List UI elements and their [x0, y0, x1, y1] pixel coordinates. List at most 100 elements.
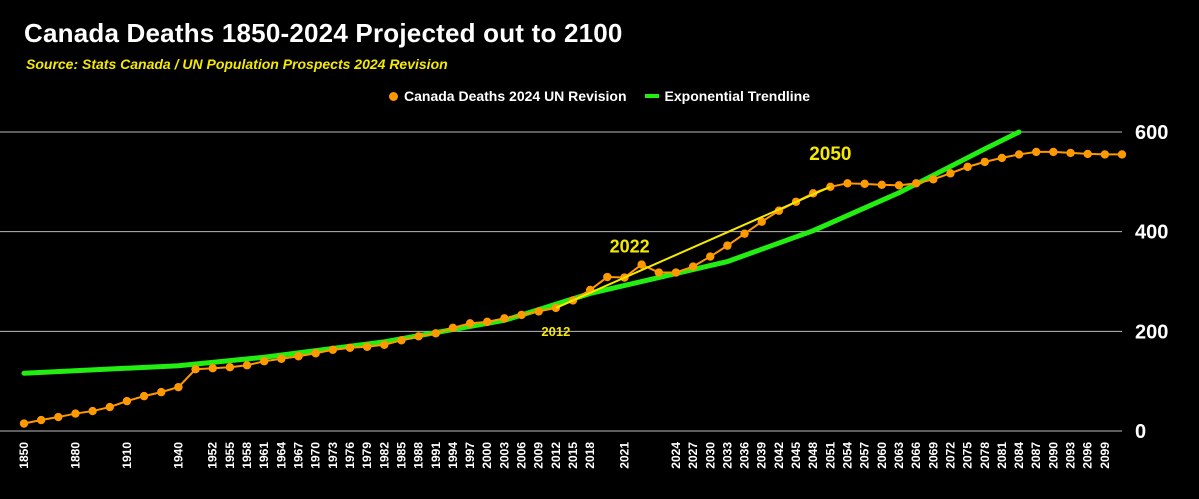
deaths-point	[1083, 149, 1092, 159]
deaths-series-line	[23, 150, 1122, 425]
legend-label-trend: Exponential Trendline	[664, 88, 810, 104]
x-tick-label: 2078	[978, 442, 992, 469]
x-tick-label: 1973	[326, 442, 340, 469]
x-tick-label: 2099	[1098, 442, 1112, 469]
deaths-point	[105, 402, 114, 412]
deaths-point	[706, 252, 715, 261]
deaths-point	[225, 363, 235, 372]
legend-item-trend: Exponential Trendline	[644, 88, 810, 104]
deaths-point	[860, 179, 869, 189]
deaths-point	[380, 340, 389, 349]
x-tick-label: 2096	[1081, 442, 1095, 469]
x-tick-label: 1970	[309, 442, 323, 469]
deaths-point	[946, 169, 955, 178]
deaths-point	[1066, 148, 1075, 158]
x-tick-label: 2027	[686, 442, 700, 469]
x-tick-label: 2039	[755, 442, 769, 469]
deaths-point	[54, 412, 63, 422]
x-tick-label: 2093	[1064, 442, 1078, 469]
x-tick-label: 2075	[961, 442, 975, 469]
x-tick-label: 2081	[995, 442, 1009, 469]
x-tick-label: 2060	[875, 442, 889, 469]
annotation-trend-segment	[555, 185, 831, 309]
deaths-point	[740, 229, 749, 238]
deaths-point	[36, 415, 46, 425]
x-tick-label: 1997	[463, 442, 477, 469]
y-tick-label: 400	[1135, 222, 1168, 244]
deaths-point	[465, 319, 475, 328]
annotation-2050: 2050	[809, 144, 851, 165]
deaths-point	[311, 349, 320, 358]
y-tick-label: 0	[1135, 421, 1146, 443]
trendline-series	[21, 129, 1022, 376]
deaths-point	[431, 329, 440, 338]
legend-marker-deaths	[389, 91, 398, 101]
x-tick-label: 1976	[343, 442, 357, 469]
deaths-point	[345, 343, 355, 352]
x-tick-label: 2057	[858, 442, 872, 469]
x-tick-label: 2015	[566, 442, 580, 469]
deaths-point	[208, 364, 217, 373]
annotation-2012: 2012	[541, 324, 570, 339]
deaths-point	[1049, 147, 1058, 157]
x-tick-label: 2030	[703, 442, 717, 469]
deaths-point	[517, 310, 526, 320]
deaths-point	[174, 382, 183, 392]
x-tick-label: 2087	[1029, 442, 1043, 469]
deaths-point	[843, 179, 852, 188]
y-tick-label: 600	[1135, 122, 1168, 144]
x-tick-label: 2036	[738, 442, 752, 469]
x-tick-label: 1940	[171, 442, 185, 469]
x-tick-label: 1850	[17, 442, 31, 469]
x-tick-label: 2063	[892, 442, 906, 469]
deaths-point	[242, 361, 252, 370]
deaths-point	[980, 157, 989, 167]
deaths-point	[362, 342, 372, 351]
x-tick-label: 1979	[360, 442, 374, 469]
x-tick-label: 2069	[926, 442, 940, 469]
deaths-point	[894, 181, 904, 190]
legend: Canada Deaths 2024 UN Revision Exponenti…	[0, 88, 1199, 104]
deaths-point	[997, 153, 1007, 163]
x-tick-label: 2006	[515, 442, 529, 469]
deaths-point	[88, 406, 97, 416]
x-tick-label: 2051	[823, 442, 837, 469]
deaths-point	[911, 179, 921, 188]
deaths-point	[637, 260, 646, 269]
chart-title: Canada Deaths 1850-2024 Projected out to…	[24, 18, 623, 48]
y-tick-label: 200	[1135, 321, 1168, 343]
legend-label-deaths: Canada Deaths 2024 UN Revision	[404, 88, 627, 104]
x-tick-label: 2072	[943, 442, 957, 469]
x-tick-label: 2021	[617, 442, 631, 469]
x-tick-label: 2012	[549, 442, 563, 469]
x-tick-label: 1988	[412, 442, 426, 469]
deaths-point	[294, 352, 303, 361]
x-tick-label: 1985	[394, 442, 408, 469]
x-tick-label: 2018	[583, 442, 597, 469]
x-tick-label: 2054	[841, 442, 855, 469]
x-tick-label: 2033	[720, 442, 734, 469]
deaths-point	[71, 409, 80, 418]
x-tick-label: 2048	[806, 442, 820, 469]
x-tick-label: 1952	[206, 442, 220, 469]
x-tick-label: 2045	[789, 442, 803, 469]
deaths-point	[277, 354, 286, 363]
x-tick-label: 2084	[1012, 442, 1026, 469]
x-tick-label: 1880	[68, 442, 82, 469]
x-tick-label: 2024	[669, 442, 683, 469]
deaths-point	[963, 162, 972, 172]
legend-marker-trend	[644, 94, 659, 98]
deaths-point	[328, 345, 338, 354]
deaths-point	[1117, 150, 1127, 159]
x-tick-label: 1982	[377, 442, 391, 469]
x-tick-label: 2009	[532, 442, 546, 469]
x-tick-label: 1991	[429, 442, 443, 469]
deaths-point	[929, 175, 938, 184]
deaths-point	[139, 391, 149, 401]
deaths-point	[191, 365, 200, 374]
deaths-point	[877, 180, 887, 190]
deaths-point	[483, 317, 492, 327]
deaths-point	[1032, 147, 1041, 157]
deaths-point	[603, 272, 612, 282]
